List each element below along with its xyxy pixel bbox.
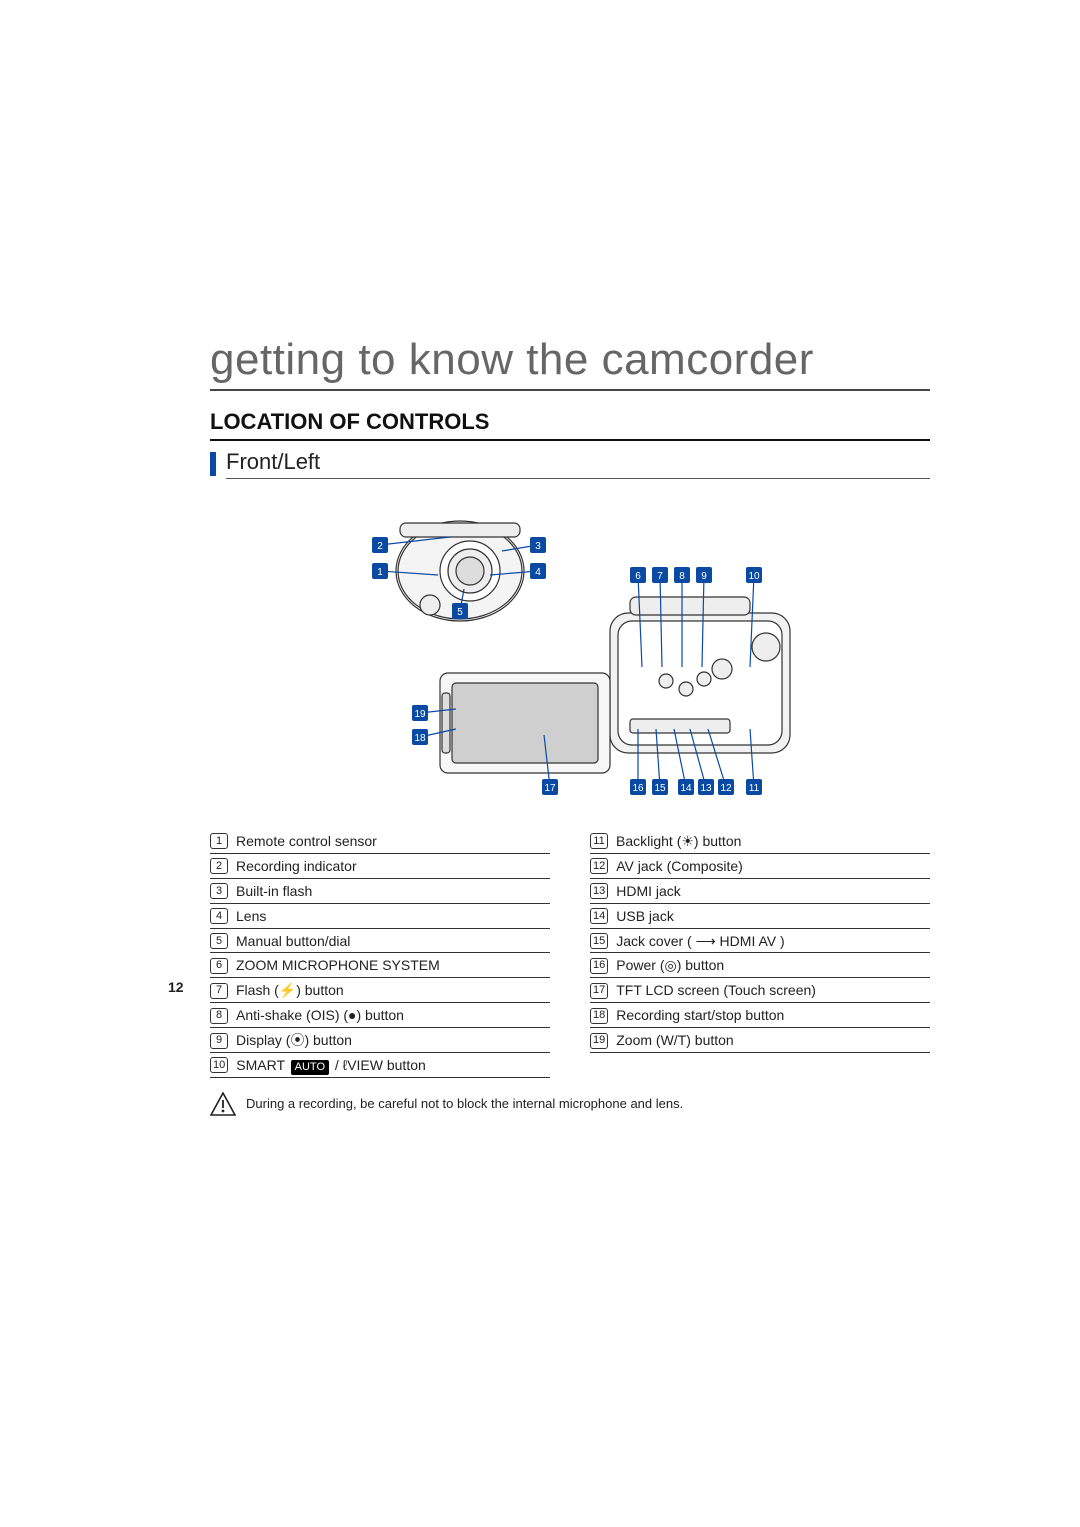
legend-text: USB jack	[616, 907, 674, 926]
legend-item: 8 Anti-shake (OIS) (●) button	[210, 1003, 550, 1028]
legend-text: Remote control sensor	[236, 832, 377, 851]
svg-text:6: 6	[635, 571, 641, 582]
legend-item: 17 TFT LCD screen (Touch screen)	[590, 978, 930, 1003]
legend-text: AV jack (Composite)	[616, 857, 743, 876]
legend-number: 9	[210, 1033, 228, 1049]
legend-text: Backlight (☀) button	[616, 832, 741, 851]
legend-item: 1 Remote control sensor	[210, 829, 550, 854]
legend-item: 19 Zoom (W/T) button	[590, 1028, 930, 1053]
legend-number: 10	[210, 1057, 228, 1073]
svg-text:16: 16	[632, 783, 644, 794]
legend-item: 16 Power (◎) button	[590, 953, 930, 978]
legend-number: 3	[210, 883, 228, 899]
legend-text: Built-in flash	[236, 882, 312, 901]
svg-text:7: 7	[657, 571, 663, 582]
section-title: LOCATION OF CONTROLS	[210, 409, 930, 441]
svg-text:15: 15	[654, 783, 666, 794]
svg-text:1: 1	[377, 567, 383, 578]
svg-text:19: 19	[414, 709, 426, 720]
legend-columns: 1 Remote control sensor 2 Recording indicat…	[210, 829, 930, 1078]
legend-text: Display (⦿) button	[236, 1031, 352, 1050]
svg-text:17: 17	[544, 783, 556, 794]
body-side	[610, 597, 790, 753]
legend-number: 11	[590, 833, 608, 849]
svg-text:5: 5	[457, 607, 463, 618]
legend-right-column: 11 Backlight (☀) button 12 AV jack (Composi…	[590, 829, 930, 1078]
legend-item: 7 Flash (⚡) button	[210, 978, 550, 1003]
caution-note: During a recording, be careful not to bl…	[210, 1092, 930, 1116]
auto-pill: AUTO	[291, 1060, 329, 1075]
svg-text:4: 4	[535, 567, 541, 578]
diagram: 12345678910161514131211191817	[210, 493, 930, 813]
legend-text: Flash (⚡) button	[236, 981, 344, 1000]
legend-text: Recording start/stop button	[616, 1006, 784, 1025]
legend-item: 11 Backlight (☀) button	[590, 829, 930, 854]
svg-text:8: 8	[679, 571, 685, 582]
legend-item: 14 USB jack	[590, 904, 930, 929]
legend-item: 10 SMART AUTO / ℓVIEW button	[210, 1053, 550, 1078]
svg-text:2: 2	[377, 541, 383, 552]
legend-number: 18	[590, 1008, 608, 1024]
legend-text: Recording indicator	[236, 857, 357, 876]
legend-left-column: 1 Remote control sensor 2 Recording indicat…	[210, 829, 550, 1078]
legend-item: 9 Display (⦿) button	[210, 1028, 550, 1053]
legend-text: Lens	[236, 907, 266, 926]
legend-number: 12	[590, 858, 608, 874]
lcd-screen	[440, 673, 610, 773]
legend-item: 15 Jack cover ( ⟶ HDMI AV )	[590, 929, 930, 954]
legend-text: Power (◎) button	[616, 956, 724, 975]
legend-text: SMART AUTO / ℓVIEW button	[236, 1056, 426, 1075]
legend-item: 5 Manual button/dial	[210, 929, 550, 954]
legend-item: 18 Recording start/stop button	[590, 1003, 930, 1028]
legend-number: 16	[590, 958, 608, 974]
legend-text: Jack cover ( ⟶ HDMI AV )	[616, 932, 784, 951]
svg-text:11: 11	[749, 783, 760, 794]
legend-number: 19	[590, 1033, 608, 1049]
camcorder-diagram-svg: 12345678910161514131211191817	[210, 493, 930, 813]
legend-text: HDMI jack	[616, 882, 681, 901]
svg-text:18: 18	[414, 733, 426, 744]
subsection-title: Front/Left	[226, 449, 930, 479]
legend-number: 8	[210, 1008, 228, 1024]
legend-number: 1	[210, 833, 228, 849]
legend-item: 12 AV jack (Composite)	[590, 854, 930, 879]
svg-text:13: 13	[700, 783, 712, 794]
legend-text: TFT LCD screen (Touch screen)	[616, 981, 816, 1000]
svg-text:10: 10	[748, 571, 760, 582]
subsection-header: Front/Left	[210, 449, 930, 479]
legend-item: 3 Built-in flash	[210, 879, 550, 904]
legend-number: 13	[590, 883, 608, 899]
legend-text: Manual button/dial	[236, 932, 350, 951]
legend-number: 5	[210, 933, 228, 949]
legend-item: 6 ZOOM MICROPHONE SYSTEM	[210, 953, 550, 978]
subsection-bar	[210, 452, 216, 476]
legend-item: 4 Lens	[210, 904, 550, 929]
svg-text:12: 12	[720, 783, 732, 794]
legend-number: 2	[210, 858, 228, 874]
legend-number: 4	[210, 908, 228, 924]
page-title: getting to know the camcorder	[210, 335, 930, 391]
legend-item: 2 Recording indicator	[210, 854, 550, 879]
legend-text: Anti-shake (OIS) (●) button	[236, 1006, 404, 1025]
legend-number: 6	[210, 958, 228, 974]
svg-text:9: 9	[701, 571, 707, 582]
legend-number: 14	[590, 908, 608, 924]
legend-text: ZOOM MICROPHONE SYSTEM	[236, 956, 440, 975]
svg-text:3: 3	[535, 541, 541, 552]
caution-icon	[210, 1092, 236, 1116]
legend-text: Zoom (W/T) button	[616, 1031, 733, 1050]
legend-item: 13 HDMI jack	[590, 879, 930, 904]
legend-number: 15	[590, 933, 608, 949]
page-number: 12	[168, 979, 184, 995]
svg-text:14: 14	[680, 783, 692, 794]
caution-text: During a recording, be careful not to bl…	[246, 1096, 683, 1111]
legend-number: 7	[210, 983, 228, 999]
legend-number: 17	[590, 983, 608, 999]
